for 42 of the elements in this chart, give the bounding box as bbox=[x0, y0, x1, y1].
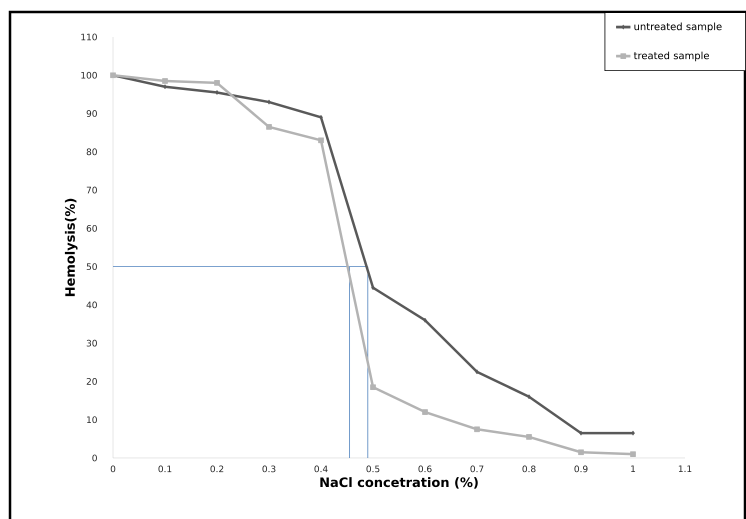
point bbox=[423, 318, 427, 323]
y-tick-label: 100 bbox=[81, 72, 97, 79]
y-tick-label: 20 bbox=[86, 378, 97, 385]
y-tick-label: 60 bbox=[86, 224, 97, 232]
x-tick-label: 0.3 bbox=[262, 466, 276, 472]
x-tick-label: 0.6 bbox=[418, 466, 432, 472]
point bbox=[630, 451, 636, 457]
x-tick-label: 0.9 bbox=[574, 466, 588, 472]
point bbox=[475, 369, 479, 374]
y-tick-label: 10 bbox=[87, 416, 97, 424]
y-tick-label: 50 bbox=[86, 263, 97, 270]
point bbox=[214, 80, 220, 86]
y-tick-label: 0 bbox=[92, 454, 97, 462]
y-tick-label: 110 bbox=[81, 34, 97, 40]
x-tick-label: 0.2 bbox=[210, 466, 224, 472]
point bbox=[422, 409, 428, 415]
point bbox=[370, 384, 376, 390]
y-tick-label: 40 bbox=[86, 302, 97, 308]
point bbox=[474, 426, 480, 432]
x-tick-label: 1 bbox=[631, 466, 636, 472]
y-tick-label: 70 bbox=[86, 186, 97, 194]
x-tick-label: 0.8 bbox=[522, 466, 536, 472]
point bbox=[526, 434, 532, 440]
x-tick-label: 1.1 bbox=[678, 466, 692, 472]
point bbox=[318, 137, 324, 144]
point bbox=[527, 394, 531, 400]
y-tick-label: 80 bbox=[86, 148, 97, 156]
x-axis-title: NaCl concetration (%) bbox=[320, 477, 478, 489]
legend-label: treated sample bbox=[634, 52, 709, 62]
y-axis-title: Hemolysis(%) bbox=[64, 198, 78, 296]
x-tick-label: 0.4 bbox=[314, 466, 328, 472]
x-tick-label: 0.5 bbox=[366, 466, 380, 472]
legend-label: untreated sample bbox=[634, 22, 722, 32]
y-tick-label: 90 bbox=[86, 110, 97, 117]
point bbox=[163, 84, 167, 90]
x-tick-label: 0.1 bbox=[158, 466, 172, 472]
x-tick-label: 0.7 bbox=[470, 466, 484, 472]
x-tick-label: 0 bbox=[110, 466, 116, 472]
y-tick-label: 30 bbox=[86, 340, 97, 347]
point bbox=[266, 124, 272, 130]
point bbox=[578, 449, 584, 456]
point bbox=[162, 78, 168, 84]
